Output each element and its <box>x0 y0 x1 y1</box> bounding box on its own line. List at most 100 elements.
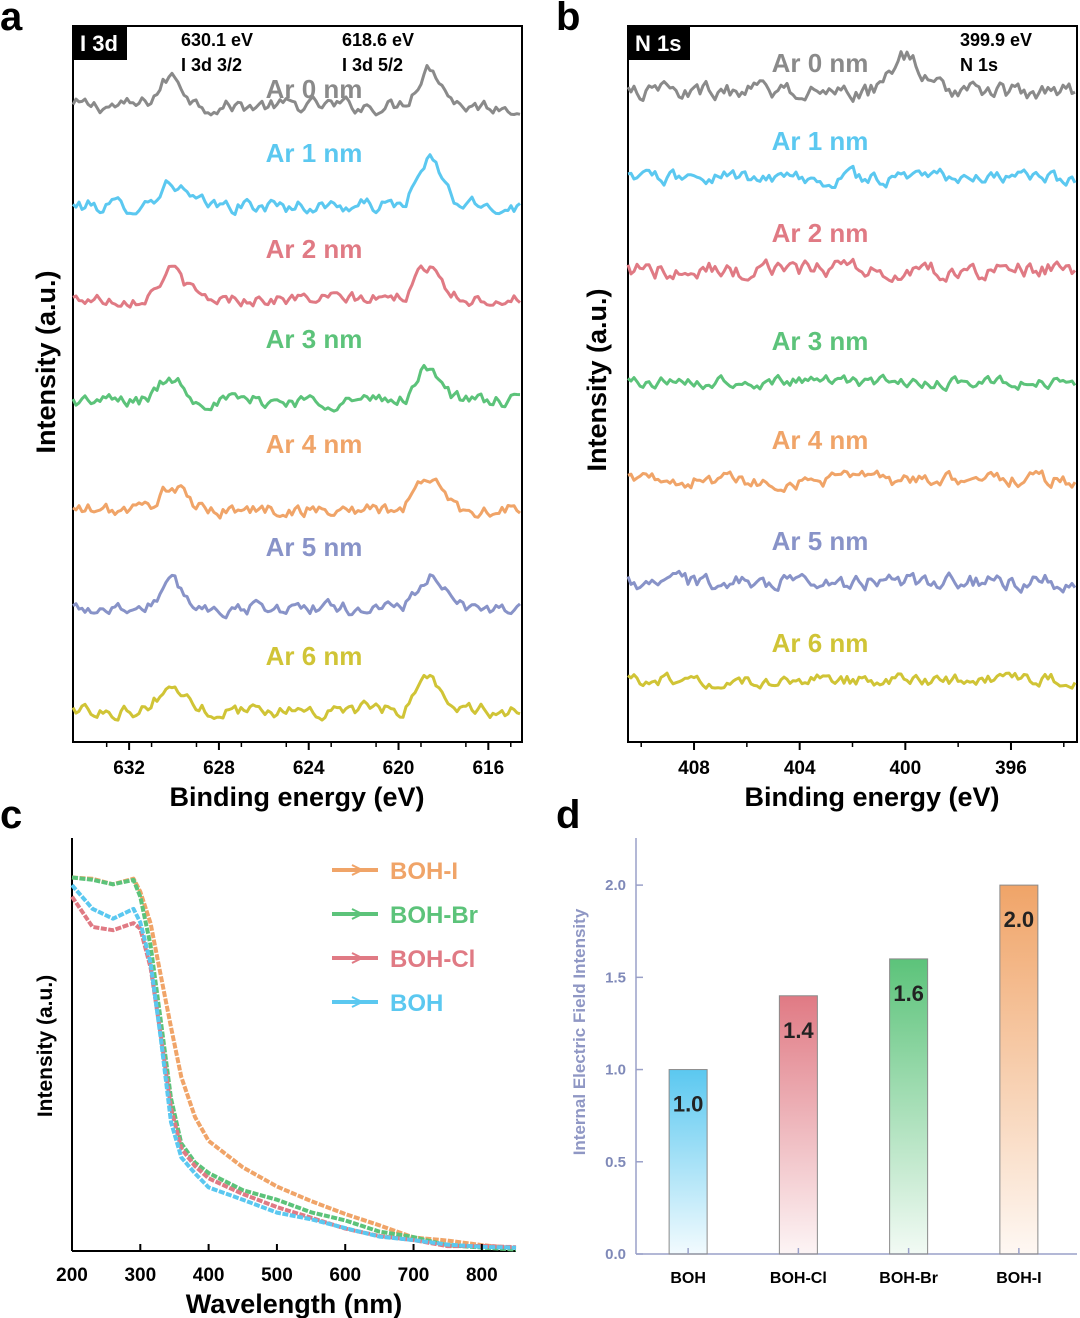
x-tick-label: 300 <box>124 1265 156 1286</box>
bar-value-label: 1.6 <box>893 981 924 1006</box>
panel-c: c 200 300 400 500 600 700 800 BOH-I BOH-Br BOH-C… <box>0 793 517 1318</box>
x-tick-label: 500 <box>261 1265 293 1286</box>
panel-c-series-line <box>71 875 517 1251</box>
bar <box>778 995 818 1255</box>
y-tick-label: 1.5 <box>605 969 626 986</box>
panel-c-series-group <box>70 875 517 1252</box>
panel-c-series-line <box>70 883 517 1250</box>
panel-a-xlabel: Binding energy (eV) <box>169 782 424 812</box>
x-tick-label: 616 <box>472 758 504 779</box>
panel-a-series-line <box>71 153 521 216</box>
panel-b-series-line <box>627 164 1077 189</box>
y-tick-label: 0.0 <box>605 1246 626 1263</box>
panel-b-tag: N 1s <box>635 31 681 56</box>
panel-b-series-line <box>626 569 1077 594</box>
panel-a-series-line <box>72 573 521 620</box>
x-tick-label: 620 <box>383 758 415 779</box>
y-tick-label: 0.5 <box>605 1154 626 1171</box>
panel-b-series-group: Ar 0 nm Ar 1 nm Ar 2 nm Ar 3 nm Ar 4 nm Ar 5 … <box>626 48 1077 690</box>
x-tick-label: 624 <box>293 758 325 779</box>
panel-a-series-group: Ar 0 nm Ar 1 nm Ar 2 nm Ar 3 nm Ar 4 nm Ar 5 … <box>71 64 521 722</box>
panel-c-xlabel: Wavelength (nm) <box>186 1289 403 1318</box>
panel-b-series-label: Ar 4 nm <box>772 425 869 455</box>
panel-c-letter: c <box>0 793 22 837</box>
annotation-energy-i3d32: 630.1 eV <box>181 30 253 50</box>
panel-a-series-line <box>71 673 521 722</box>
annotation-line-i3d32: I 3d 3/2 <box>181 55 242 75</box>
panel-a-tag-box <box>73 26 127 60</box>
x-tick-label: 200 <box>56 1265 88 1286</box>
annotation-energy-i3d52: 618.6 eV <box>342 30 414 50</box>
panel-b-xlabel: Binding energy (eV) <box>744 782 999 812</box>
y-tick-label: 2.0 <box>605 877 626 894</box>
panel-b-series-line <box>626 50 1076 103</box>
x-tick-label: 400 <box>193 1265 225 1286</box>
panel-a-series-label: Ar 0 nm <box>266 74 363 104</box>
bar-value-label: 2.0 <box>1004 907 1035 932</box>
panel-a-ylabel: Intensity (a.u.) <box>31 270 61 453</box>
panel-c-ylabel: Intensity (a.u.) <box>34 975 57 1117</box>
legend-label: BOH <box>390 990 443 1017</box>
panel-b-series-label: Ar 6 nm <box>772 628 869 658</box>
panel-b-letter: b <box>556 0 580 39</box>
panel-a-series-label: Ar 5 nm <box>266 532 363 562</box>
panel-a-letter: a <box>0 0 23 39</box>
panel-b-series-line <box>627 671 1077 690</box>
category-label: BOH-Cl <box>770 1270 827 1287</box>
panel-b-series-line <box>626 257 1077 283</box>
panel-a-series-line <box>72 477 521 520</box>
legend-marker <box>351 864 365 876</box>
panel-c-legend: BOH-I BOH-Br BOH-Cl BOH <box>332 858 478 1017</box>
panel-a-series-label: Ar 1 nm <box>266 138 363 168</box>
panel-b-series-line <box>627 469 1077 493</box>
panel-b-series-label: Ar 3 nm <box>772 326 869 356</box>
panel-d-letter: d <box>556 793 580 837</box>
annotation-line-n1s: N 1s <box>960 55 998 75</box>
panel-d-ylabel: Internal Electric Field Intensity <box>570 908 589 1155</box>
category-label: BOH <box>670 1270 706 1287</box>
panel-b: b N 1s Ar 0 nm Ar 1 nm Ar 2 nm Ar 3 nm Ar 4 … <box>556 0 1078 812</box>
x-tick-label: 800 <box>466 1265 498 1286</box>
x-tick-label: 632 <box>113 758 145 779</box>
panel-c-series-line <box>71 875 517 1252</box>
panel-a-series-label: Ar 4 nm <box>266 429 363 459</box>
panel-a: a I 3d Ar 0 nm Ar 1 nm Ar 2 nm Ar 3 nm Ar 4 … <box>0 0 523 812</box>
legend-marker <box>351 996 365 1008</box>
x-tick-label: 600 <box>329 1265 361 1286</box>
panel-a-tag: I 3d <box>80 31 118 56</box>
legend-label: BOH-Cl <box>390 946 475 973</box>
category-label: BOH-Br <box>879 1270 938 1287</box>
legend-marker <box>351 952 365 964</box>
x-tick-label: 400 <box>889 758 921 779</box>
annotation-line-i3d52: I 3d 5/2 <box>342 55 403 75</box>
panel-a-series-line <box>71 64 521 117</box>
legend-label: BOH-Br <box>390 902 478 929</box>
panel-d-y-ticks: 0.0 0.5 1.0 1.5 2.0 <box>605 877 643 1263</box>
legend-label: BOH-I <box>390 858 458 885</box>
panel-a-series-label: Ar 2 nm <box>266 234 363 264</box>
bar-value-label: 1.0 <box>673 1092 704 1117</box>
panel-a-frame <box>72 25 523 743</box>
panel-d-bars: 1.0 BOH 1.4 BOH-Cl 1.6 BOH-Br 2.0 BOH-I <box>668 884 1042 1287</box>
panel-a-series-label: Ar 3 nm <box>266 324 363 354</box>
panel-d: d 0.0 0.5 1.0 1.5 2.0 1.0 BOH 1.4 BOH-Cl 1.6 BOH-… <box>556 793 1077 1287</box>
x-tick-label: 404 <box>784 758 816 779</box>
annotation-energy-n1s: 399.9 eV <box>960 30 1032 50</box>
category-label: BOH-I <box>996 1270 1041 1287</box>
panel-b-series-label: Ar 0 nm <box>772 48 869 78</box>
panel-b-series-line <box>627 373 1077 392</box>
panel-b-series-label: Ar 2 nm <box>772 218 869 248</box>
panel-a-series-line <box>72 264 521 309</box>
panel-a-series-label: Ar 6 nm <box>266 641 363 671</box>
bar <box>999 884 1039 1255</box>
x-tick-label: 700 <box>398 1265 430 1286</box>
panel-a-x-ticks: 632 628 624 620 616 <box>105 742 512 779</box>
x-tick-label: 396 <box>995 758 1027 779</box>
y-tick-label: 1.0 <box>605 1062 626 1079</box>
panel-b-series-label: Ar 1 nm <box>772 126 869 156</box>
panel-b-x-ticks: 408 404 400 396 <box>640 742 1065 779</box>
panel-c-series-line <box>70 895 517 1250</box>
x-tick-label: 408 <box>678 758 710 779</box>
panel-c-x-ticks: 200 300 400 500 600 700 800 <box>56 1244 498 1286</box>
x-tick-label: 628 <box>203 758 235 779</box>
